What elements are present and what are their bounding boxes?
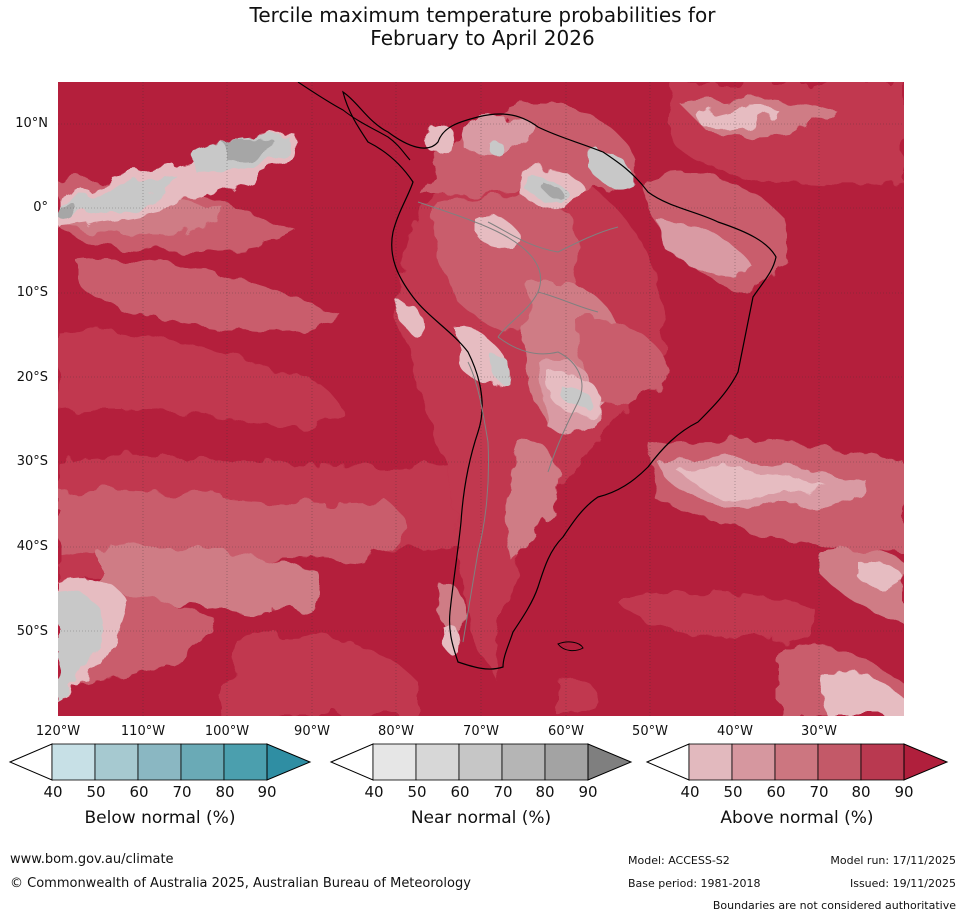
near-tick-50: 50 [407, 783, 427, 801]
above-tick-70: 70 [809, 783, 829, 801]
above-colorbar-high-arrow [903, 743, 949, 781]
lat-label-10s: 10°S [16, 285, 48, 300]
national-boundaries [417, 201, 619, 643]
near-normal-title: Near normal (%) [410, 808, 552, 828]
below-normal-title: Below normal (%) [84, 808, 236, 828]
below-tick-40: 40 [43, 783, 63, 801]
below-colorbar-segment [137, 743, 182, 781]
lon-label-80w: 80°W [378, 724, 414, 739]
lat-label-20s: 20°S [16, 370, 48, 385]
near-tick-40: 40 [364, 783, 384, 801]
below-colorbar-high-arrow [266, 743, 312, 781]
above-colorbar-segment [688, 743, 733, 781]
lon-label-70w: 70°W [463, 724, 499, 739]
central-america-coastline [297, 82, 411, 161]
below-colorbar-low-arrow [8, 743, 53, 781]
below-colorbar-segment [51, 743, 96, 781]
south-america-coastline [342, 90, 777, 670]
lon-label-50w: 50°W [632, 724, 668, 739]
lat-label-40s: 40°S [16, 539, 48, 554]
near-colorbar-segment [458, 743, 503, 781]
map-canvas [58, 82, 904, 716]
above-colorbar-segment [817, 743, 862, 781]
lat-label-50s: 50°S [16, 624, 48, 639]
above-normal-title: Above normal (%) [720, 808, 874, 828]
near-tick-90: 90 [578, 783, 598, 801]
below-colorbar-segment [180, 743, 225, 781]
below-tick-50: 50 [86, 783, 106, 801]
lat-label-10n: 10°N [15, 116, 48, 131]
below-tick-80: 80 [215, 783, 235, 801]
title-line-2: February to April 2026 [370, 26, 595, 50]
website-link[interactable]: www.bom.gov.au/climate [10, 852, 174, 867]
lon-label-60w: 60°W [548, 724, 584, 739]
boundaries-disclaimer: Boundaries are not considered authoritat… [712, 899, 956, 912]
model-run-date: Model run: 17/11/2025 [830, 854, 956, 867]
lon-label-100w: 100°W [204, 724, 250, 739]
near-colorbar-segment [544, 743, 589, 781]
above-tick-90: 90 [894, 783, 914, 801]
near-colorbar-segment [372, 743, 417, 781]
near-tick-80: 80 [535, 783, 555, 801]
near-colorbar-segment [415, 743, 460, 781]
falklands-coastline [557, 641, 584, 652]
lon-label-90w: 90°W [294, 724, 330, 739]
near-normal-colorbar [329, 743, 633, 781]
above-tick-40: 40 [680, 783, 700, 801]
probability-contours [58, 82, 904, 716]
lon-label-30w: 30°W [801, 724, 837, 739]
near-tick-70: 70 [493, 783, 513, 801]
issued-date: Issued: 19/11/2025 [849, 877, 956, 890]
probability-map [58, 82, 904, 716]
above-tick-60: 60 [766, 783, 786, 801]
above-colorbar-segment [860, 743, 905, 781]
lon-label-40w: 40°W [717, 724, 753, 739]
lon-label-120w: 120°W [35, 724, 81, 739]
lat-label-30s: 30°S [16, 454, 48, 469]
above-colorbar-low-arrow [645, 743, 690, 781]
above-colorbar-segment [731, 743, 776, 781]
chart-title: Tercile maximum temperature probabilitie… [0, 4, 965, 50]
near-colorbar-segment [501, 743, 546, 781]
near-colorbar-low-arrow [329, 743, 374, 781]
below-normal-colorbar [8, 743, 312, 781]
lon-label-110w: 110°W [120, 724, 166, 739]
near-colorbar-high-arrow [587, 743, 633, 781]
base-period: Base period: 1981-2018 [628, 877, 761, 890]
lat-label-0: 0° [33, 200, 48, 215]
above-normal-colorbar [645, 743, 949, 781]
copyright-notice: © Commonwealth of Australia 2025, Austra… [10, 876, 471, 891]
below-tick-70: 70 [172, 783, 192, 801]
below-tick-60: 60 [129, 783, 149, 801]
title-line-1: Tercile maximum temperature probabilitie… [249, 3, 716, 27]
near-tick-60: 60 [450, 783, 470, 801]
above-tick-50: 50 [723, 783, 743, 801]
graticule [58, 82, 904, 716]
below-colorbar-segment [223, 743, 268, 781]
below-colorbar-segment [94, 743, 139, 781]
above-tick-80: 80 [851, 783, 871, 801]
model-name: Model: ACCESS-S2 [628, 854, 730, 867]
above-colorbar-segment [774, 743, 819, 781]
below-tick-90: 90 [257, 783, 277, 801]
